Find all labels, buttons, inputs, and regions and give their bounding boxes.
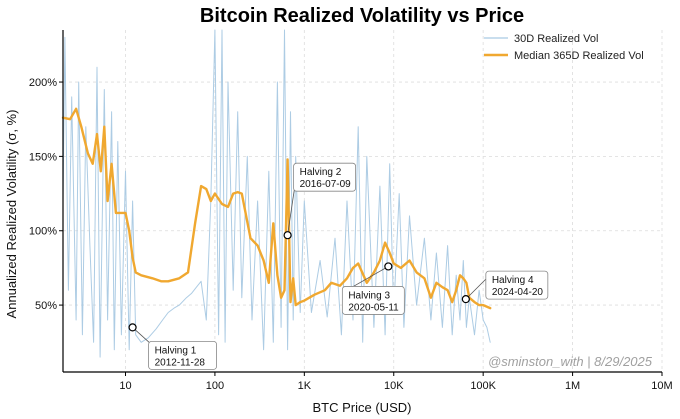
- annotation-date-3: 2020-05-11: [348, 302, 399, 313]
- annotation-box-2: [293, 162, 357, 192]
- annotation-label-1: Halving 1: [155, 345, 197, 356]
- annotation-label-3: Halving 3: [348, 290, 390, 301]
- annotation-date-4: 2024-04-20: [492, 287, 544, 298]
- series-line-30d-vol: [62, 29, 491, 358]
- axis-layer: 50% 100% 150% 200% 10 100 1K 10K 100K 1M 10M: [29, 30, 673, 392]
- x-tick-label-2: 1K: [298, 380, 312, 392]
- y-tick-label-0: 50%: [35, 300, 57, 312]
- legend: 30D Realized Vol Median 365D Realized Vol: [484, 33, 644, 62]
- x-tick-label-4: 100K: [470, 380, 496, 392]
- annotation-label-2: Halving 2: [300, 167, 342, 178]
- annotation-marker-4: [461, 295, 470, 304]
- x-tick-label-0: 10: [119, 380, 131, 392]
- series-line-median-365d-vol: [61, 107, 492, 310]
- annotation-marker-3: [384, 262, 393, 271]
- x-axis-label: BTC Price (USD): [313, 400, 412, 415]
- annotation-label-4: Halving 4: [492, 275, 534, 286]
- chart-title: Bitcoin Realized Volatility vs Price: [200, 5, 524, 27]
- x-tick-label-3: 10K: [384, 380, 404, 392]
- y-tick-label-1: 100%: [29, 226, 57, 238]
- legend-label-0: 30D Realized Vol: [514, 33, 598, 45]
- y-tick-label-2: 150%: [29, 151, 57, 163]
- grid-layer: [63, 30, 663, 372]
- annotation-date-2: 2016-07-09: [300, 179, 352, 190]
- annotation-marker-2: [283, 231, 292, 240]
- annotation-box-3: [341, 286, 405, 315]
- x-tick-label-5: 1M: [565, 380, 580, 392]
- y-axis-label: Annualized Realized Volatility (σ, %): [4, 110, 19, 319]
- series-layer: [61, 29, 492, 358]
- watermark: @sminston_with | 8/29/2025: [488, 354, 653, 369]
- annotation-date-1: 2012-11-28: [155, 357, 206, 368]
- annotation-box-4: [485, 270, 549, 300]
- x-tick-label-6: 10M: [651, 380, 672, 392]
- annotation-box-1: [148, 340, 217, 370]
- annotation-marker-1: [128, 323, 137, 332]
- y-tick-label-3: 200%: [29, 77, 57, 89]
- legend-label-1: Median 365D Realized Vol: [514, 50, 644, 62]
- x-tick-label-1: 100: [206, 380, 224, 392]
